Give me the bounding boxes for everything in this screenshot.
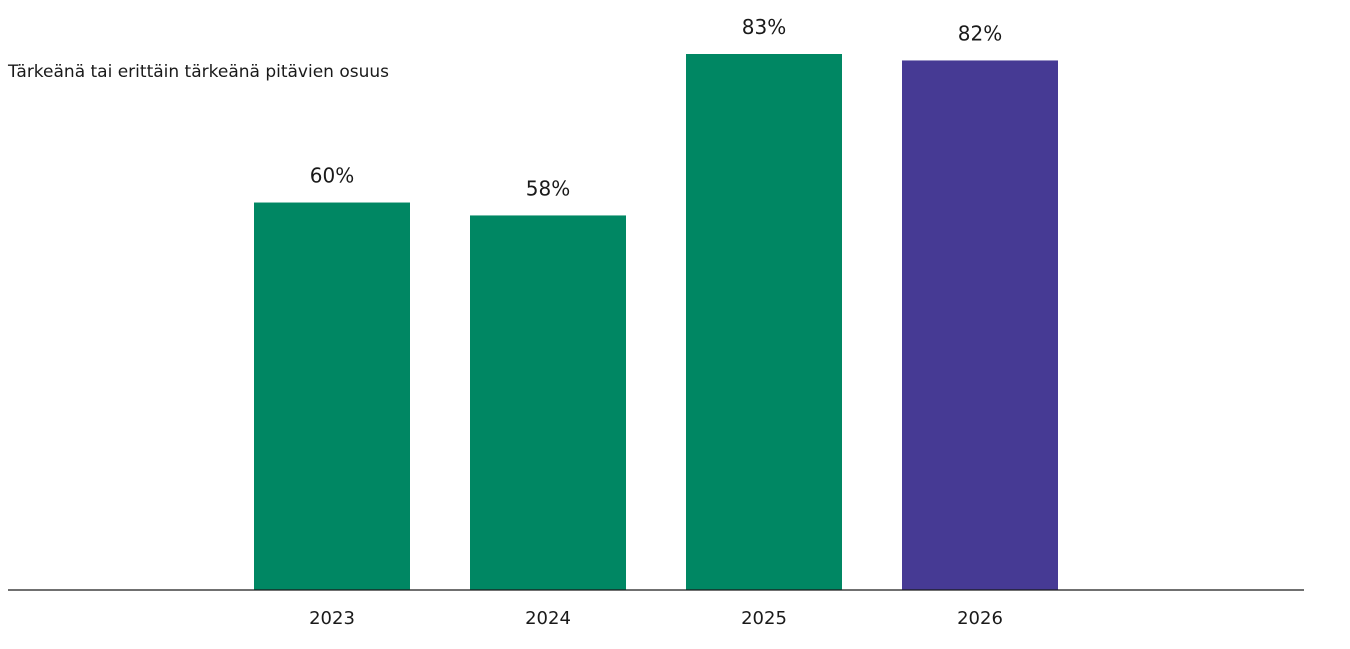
value-label-2023: 60% xyxy=(310,164,354,188)
value-labels-group: 60% 58% 83% 82% xyxy=(310,15,1002,200)
x-tick-label-2024: 2024 xyxy=(525,608,571,629)
bar-2024 xyxy=(470,215,626,590)
value-label-2025: 83% xyxy=(742,15,786,39)
x-tick-label-2026: 2026 xyxy=(957,608,1003,629)
bar-2026 xyxy=(902,60,1058,591)
value-label-2024: 58% xyxy=(526,176,570,200)
bars-group xyxy=(254,54,1058,591)
bar-2023 xyxy=(254,202,410,590)
x-tick-labels-group: 2023 2024 2025 2026 xyxy=(309,608,1003,629)
x-tick-label-2023: 2023 xyxy=(309,608,355,629)
chart-title: Tärkeänä tai erittäin tärkeänä pitävien … xyxy=(7,62,389,82)
x-tick-label-2025: 2025 xyxy=(741,608,787,629)
bar-2025 xyxy=(686,54,842,590)
value-label-2026: 82% xyxy=(958,21,1002,45)
